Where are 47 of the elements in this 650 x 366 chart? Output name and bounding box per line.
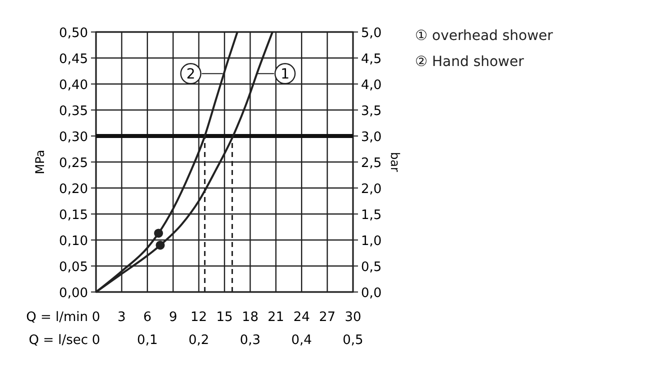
annotation: 1 xyxy=(280,66,290,83)
x-tick-label: 21 xyxy=(268,310,284,325)
x2-axis-title: Q = l/sec xyxy=(28,333,88,348)
x2-tick-label: 0,2 xyxy=(188,333,210,348)
y2-tick-label: 3,5 xyxy=(361,104,382,119)
y-axis-title: MPa xyxy=(33,150,47,174)
y2-tick-label: 0,5 xyxy=(361,260,382,275)
y-tick-label: 0,20 xyxy=(59,182,88,197)
y-tick-label: 0,00 xyxy=(59,286,88,301)
x-tick-label: 27 xyxy=(319,310,336,325)
y-tick-label: 0,25 xyxy=(59,156,88,171)
y-tick-label: 0,10 xyxy=(59,234,88,249)
x-axis-title: Q = l/min xyxy=(26,310,88,325)
y2-axis-title: bar xyxy=(388,152,402,172)
x-tick-label: 12 xyxy=(190,310,208,325)
x-tick-label: 15 xyxy=(216,310,233,325)
y2-tick-label: 4,5 xyxy=(361,52,382,67)
y-tick-label: 0,05 xyxy=(59,260,88,275)
x-tick-label: 18 xyxy=(242,310,258,325)
annotation: 2 xyxy=(186,66,196,83)
y2-tick-label: 1,5 xyxy=(361,208,382,223)
x-tick-label: 6 xyxy=(143,310,152,325)
x-tick-label: 0 xyxy=(92,310,100,325)
y2-tick-label: 4,0 xyxy=(361,78,382,93)
x-tick-label: 9 xyxy=(168,310,178,325)
y-tick-label: 0,30 xyxy=(59,130,88,145)
y2-tick-label: 0,0 xyxy=(361,286,382,301)
x-tick-label: 3 xyxy=(118,310,126,325)
x-tick-label: 30 xyxy=(344,310,362,325)
x2-tick-label: 0,3 xyxy=(240,333,261,348)
y-tick-label: 0,15 xyxy=(59,208,88,223)
x2-tick-label: 0,4 xyxy=(291,333,312,348)
x2-tick-label: 0,1 xyxy=(137,333,158,348)
y-tick-label: 0,50 xyxy=(59,26,88,41)
y2-tick-label: 2,5 xyxy=(361,156,382,171)
y2-tick-label: 2,0 xyxy=(361,182,382,197)
x2-tick-label: 0 xyxy=(92,333,100,348)
y-tick-label: 0,40 xyxy=(59,78,88,93)
x-tick-label: 24 xyxy=(293,310,310,325)
text: ② Hand shower xyxy=(415,54,524,70)
y-tick-label: 0,45 xyxy=(59,52,88,67)
y-tick-label: 0,35 xyxy=(59,104,88,119)
y2-tick-label: 5,0 xyxy=(361,26,382,41)
y2-tick-label: 3,0 xyxy=(361,130,382,145)
x2-tick-label: 0,5 xyxy=(342,333,364,348)
text: ① overhead shower xyxy=(415,28,554,44)
y2-tick-label: 1,0 xyxy=(361,234,382,249)
